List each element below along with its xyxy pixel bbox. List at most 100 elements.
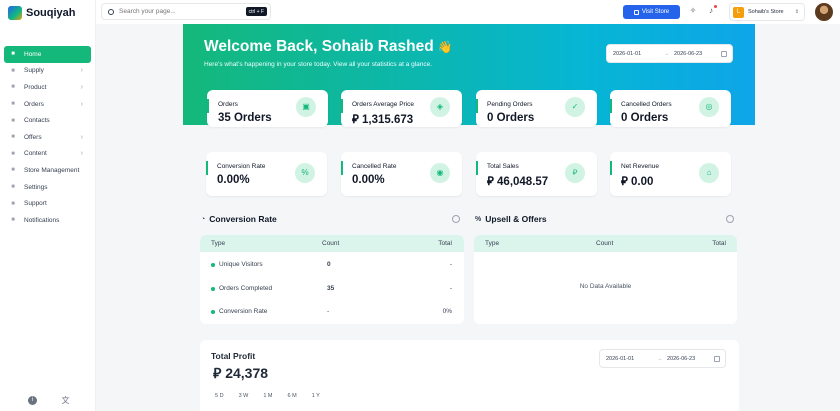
- col-count: Count: [322, 240, 340, 247]
- sidebar-item-notifications[interactable]: ■ Notifications: [4, 212, 91, 229]
- user-avatar[interactable]: [815, 3, 833, 21]
- sidebar-item-label: Offers: [24, 133, 42, 141]
- sidebar-item-home[interactable]: ■ Home: [4, 46, 91, 63]
- stat-label: Orders: [218, 101, 238, 108]
- period-5d[interactable]: 5 D: [215, 393, 224, 399]
- info-icon[interactable]: i: [28, 396, 37, 405]
- upsell-offers-title: % Upsell & Offers: [475, 214, 547, 224]
- translate-icon[interactable]: 文: [61, 396, 70, 405]
- store-switcher[interactable]: L Sohaib's Store ⇕: [729, 3, 805, 21]
- stat-card-net-revenue[interactable]: Net Revenue ⃁ 0.00 ⌂: [610, 152, 731, 196]
- chevron-right-icon: ›: [80, 83, 83, 91]
- period-6m[interactable]: 6 M: [287, 393, 297, 399]
- sidebar-item-contacts[interactable]: ■ Contacts: [4, 112, 91, 129]
- stat-value: 0 Orders: [487, 112, 535, 124]
- row-total: 0%: [442, 308, 452, 315]
- notification-bell-icon[interactable]: ♪: [706, 5, 717, 16]
- search-box[interactable]: ctrl + F: [101, 3, 271, 20]
- sidebar-item-store-management[interactable]: ■ Store Management: [4, 162, 91, 179]
- sidebar-item-label: Home: [24, 50, 42, 58]
- stat-card-conversion-rate[interactable]: Conversion Rate 0.00%%: [206, 152, 327, 196]
- search-shortcut-badge: ctrl + F: [245, 7, 267, 16]
- stat-card-total-sales[interactable]: Total Sales ⃁ 46,048.57 ⃁: [476, 152, 597, 196]
- stat-icon: ⃁: [565, 163, 585, 183]
- home-icon: ■: [11, 51, 15, 58]
- sidebar-item-supply[interactable]: ■ Supply ›: [4, 63, 91, 80]
- visit-store-button[interactable]: Visit Store: [623, 5, 680, 19]
- sidebar-footer: i 文: [28, 396, 70, 405]
- stat-card-orders-average-price[interactable]: Orders Average Price ⃁ 1,315.673 ◈: [341, 90, 462, 127]
- sidebar-item-label: Content: [24, 150, 47, 158]
- chevron-right-icon: ›: [80, 150, 83, 158]
- sidebar-item-product[interactable]: ■ Product ›: [4, 79, 91, 96]
- row-count: 35: [327, 284, 335, 292]
- row-type: Unique Visitors: [219, 261, 263, 268]
- accent-bar: [610, 161, 612, 175]
- stat-card-cancelled-rate[interactable]: Cancelled Rate 0.00% ◉: [341, 152, 462, 196]
- sidebar-item-label: Settings: [24, 183, 48, 191]
- stat-value: 0 Orders: [621, 112, 669, 124]
- search-input[interactable]: [119, 8, 239, 15]
- total-profit-card: Total Profit ⃁ 24,378 2026-01-01 → 2026-…: [200, 340, 739, 411]
- sidebar-item-settings[interactable]: ■ Settings: [4, 179, 91, 196]
- period-3w[interactable]: 3 W: [238, 393, 249, 399]
- sidebar-item-offers[interactable]: ■ Offers ›: [4, 129, 91, 146]
- upsell-table: Type Count Total No Data Available: [474, 235, 737, 324]
- date-to: 2026-06-23: [674, 50, 703, 57]
- stat-card-cancelled-orders[interactable]: Cancelled Orders 0 Orders ◎: [610, 90, 731, 127]
- tag-icon: ■: [11, 134, 15, 141]
- support-icon: ■: [11, 200, 15, 207]
- brand-name: Souqiyah: [26, 7, 76, 19]
- upsell-settings-icon[interactable]: [726, 215, 734, 223]
- upsell-table-header: Type Count Total: [474, 235, 737, 252]
- stat-label: Cancelled Orders: [621, 101, 672, 108]
- total-profit-title: Total Profit: [211, 351, 256, 361]
- accent-bar: [207, 99, 209, 113]
- accent-bar: [341, 161, 343, 175]
- stat-card-orders[interactable]: Orders 35 Orders ▣: [207, 90, 328, 127]
- store-icon: ■: [11, 167, 15, 174]
- file-icon: ■: [11, 150, 15, 157]
- brand-logo[interactable]: Souqiyah: [8, 6, 76, 20]
- stat-label: Cancelled Rate: [352, 163, 397, 170]
- col-total: Total: [712, 240, 726, 247]
- search-icon: [108, 8, 114, 15]
- welcome-title: Welcome Back, Sohaib Rashed 👋: [204, 38, 453, 55]
- stat-value: 0.00%: [352, 174, 385, 186]
- calendar-icon: [714, 355, 720, 362]
- period-1m[interactable]: 1 M: [263, 393, 273, 399]
- conversion-settings-icon[interactable]: [452, 215, 460, 223]
- stat-value: 0.00%: [217, 174, 250, 186]
- chevron-right-icon: ›: [80, 67, 83, 75]
- chart-pie-icon: ◔: [201, 215, 206, 223]
- stat-icon: ✓: [565, 97, 585, 117]
- table-row: Orders Completed 35 -: [200, 278, 464, 301]
- stat-card-pending-orders[interactable]: Pending Orders 0 Orders ✓: [476, 90, 597, 127]
- wave-emoji: 👋: [437, 40, 453, 54]
- stat-icon: ◉: [430, 163, 450, 183]
- calendar-icon: [721, 50, 727, 57]
- row-type: Conversion Rate: [219, 308, 268, 315]
- sidebar-item-content[interactable]: ■ Content ›: [4, 146, 91, 163]
- sidebar-item-support[interactable]: ■ Support: [4, 195, 91, 212]
- hero-date-range[interactable]: 2026-01-01 → 2026-06-23: [606, 44, 733, 63]
- external-link-icon: [633, 9, 639, 15]
- date-from: 2026-01-01: [613, 50, 642, 57]
- col-count: Count: [596, 240, 614, 247]
- sidebar-item-orders[interactable]: ■ Orders ›: [4, 96, 91, 113]
- ai-sparkle-icon[interactable]: ✧: [689, 6, 697, 15]
- row-type: Orders Completed: [219, 284, 273, 292]
- accent-bar: [206, 161, 208, 175]
- sidebar-item-label: Orders: [24, 100, 44, 108]
- accent-bar: [610, 99, 612, 113]
- top-bar: ctrl + F Visit Store ✧ ♪ L Sohaib's Stor…: [96, 0, 840, 24]
- sidebar: Souqiyah ■ Home ■ Supply › ■ Product › ■ Orders › ■…: [0, 0, 96, 411]
- col-type: Type: [211, 240, 226, 247]
- period-1y[interactable]: 1 Y: [311, 393, 320, 399]
- empty-state: No Data Available: [579, 283, 632, 290]
- profit-date-range[interactable]: 2026-01-01 → 2026-06-23: [599, 349, 726, 368]
- row-total: -: [449, 261, 452, 268]
- sidebar-item-label: Supply: [24, 67, 44, 75]
- stat-icon: ◈: [430, 97, 450, 117]
- stat-value: ⃁ 0.00: [621, 176, 654, 188]
